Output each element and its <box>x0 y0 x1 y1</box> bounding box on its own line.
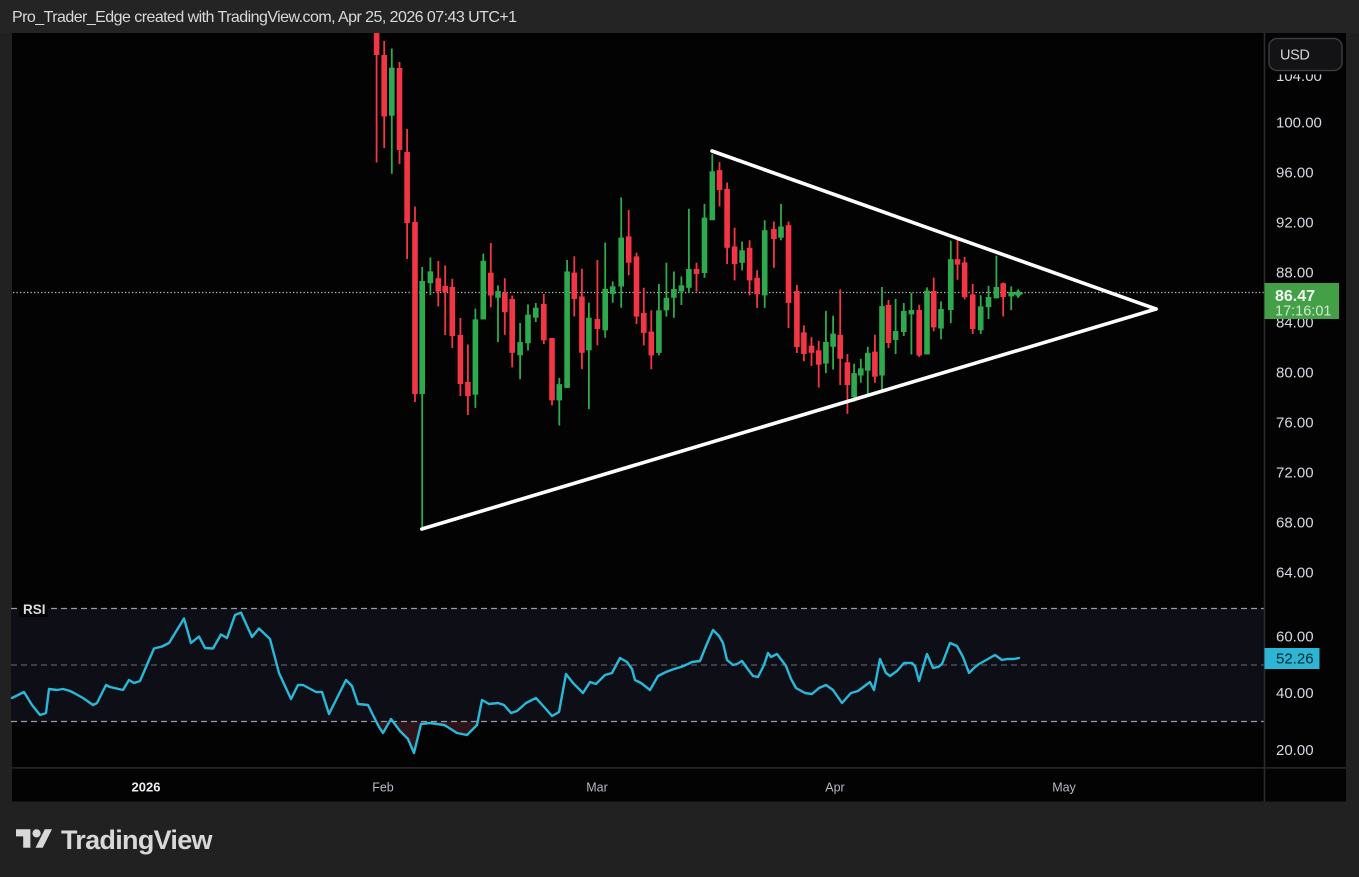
svg-text:64.00: 64.00 <box>1276 565 1314 582</box>
svg-text:40.00: 40.00 <box>1276 685 1314 702</box>
svg-text:86.47: 86.47 <box>1275 288 1315 305</box>
svg-text:2026: 2026 <box>132 780 161 795</box>
svg-text:80.00: 80.00 <box>1276 365 1314 382</box>
svg-text:52.26: 52.26 <box>1276 651 1314 668</box>
svg-text:Apr: Apr <box>825 781 844 795</box>
svg-text:92.00: 92.00 <box>1276 215 1314 232</box>
svg-text:Mar: Mar <box>586 781 608 795</box>
svg-text:17:16:01: 17:16:01 <box>1275 304 1331 320</box>
svg-text:60.00: 60.00 <box>1276 629 1314 646</box>
svg-text:May: May <box>1052 781 1076 795</box>
svg-text:100.00: 100.00 <box>1276 115 1322 132</box>
svg-text:76.00: 76.00 <box>1276 415 1314 432</box>
svg-text:88.00: 88.00 <box>1276 265 1314 282</box>
svg-text:Feb: Feb <box>372 781 394 795</box>
svg-text:USD: USD <box>1280 48 1309 64</box>
svg-text:96.00: 96.00 <box>1276 165 1314 182</box>
svg-text:20.00: 20.00 <box>1276 742 1314 759</box>
svg-text:68.00: 68.00 <box>1276 515 1314 532</box>
svg-text:72.00: 72.00 <box>1276 465 1314 482</box>
svg-text:RSI: RSI <box>23 602 46 617</box>
